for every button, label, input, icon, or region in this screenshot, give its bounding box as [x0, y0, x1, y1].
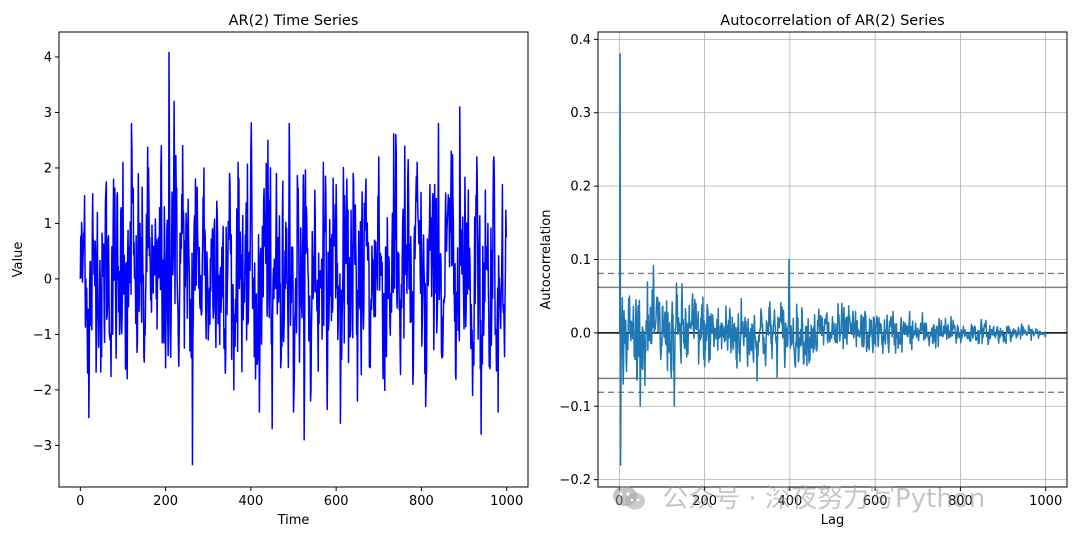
y-tick-label: 0.3 [570, 106, 591, 121]
chart-title: AR(2) Time Series [229, 13, 359, 29]
y-tick-label: −0.1 [559, 400, 591, 415]
y-tick-label: 2 [44, 161, 52, 176]
y-tick-label: 1 [44, 217, 52, 232]
chart-panel-1: 0 200 400 600 800 1000 −3 −2 −1 0 1 2 3 4 AR(2) Time S… [11, 13, 529, 528]
x-tick-label: 0 [615, 494, 623, 509]
x-tick-label: 400 [777, 494, 802, 509]
y-tick-label: −3 [33, 439, 52, 454]
chart-panel-2: 0 200 400 600 800 1000 −0.2 −0.1 0.0 0.1 0.2 0.3 0.4… [539, 13, 1068, 528]
y-tick-label: 3 [44, 106, 52, 121]
y-tick-label: −2 [33, 383, 52, 398]
x-tick-label: 600 [863, 494, 888, 509]
x-tick-label: 600 [324, 494, 349, 509]
y-tick-label: 0.1 [570, 253, 591, 268]
series-line [618, 53, 1047, 466]
x-tick-label: 1000 [490, 494, 523, 509]
x-tick-label: 200 [692, 494, 717, 509]
y-axis-label: Autocorrelation [539, 210, 554, 310]
x-tick-label: 200 [153, 494, 178, 509]
x-tick-label: 800 [948, 494, 973, 509]
y-tick-label: −1 [33, 328, 52, 343]
y-tick-label: 0 [44, 272, 52, 287]
x-tick-label: 400 [238, 494, 263, 509]
series-line [79, 51, 508, 466]
y-tick-label: 4 [44, 50, 52, 65]
axes-frame [58, 31, 529, 488]
x-axis-label: Time [277, 513, 310, 528]
x-tick-label: 0 [76, 494, 84, 509]
y-tick-label: 0.0 [570, 326, 591, 341]
y-tick-label: −0.2 [559, 473, 591, 488]
chart-title: Autocorrelation of AR(2) Series [720, 13, 944, 29]
y-tick-label: 0.2 [570, 180, 591, 195]
y-tick-label: 0.4 [570, 33, 591, 48]
x-tick-label: 1000 [1029, 494, 1062, 509]
x-tick-label: 800 [409, 494, 434, 509]
x-axis-label: Lag [821, 513, 844, 528]
y-axis-label: Value [11, 242, 26, 278]
